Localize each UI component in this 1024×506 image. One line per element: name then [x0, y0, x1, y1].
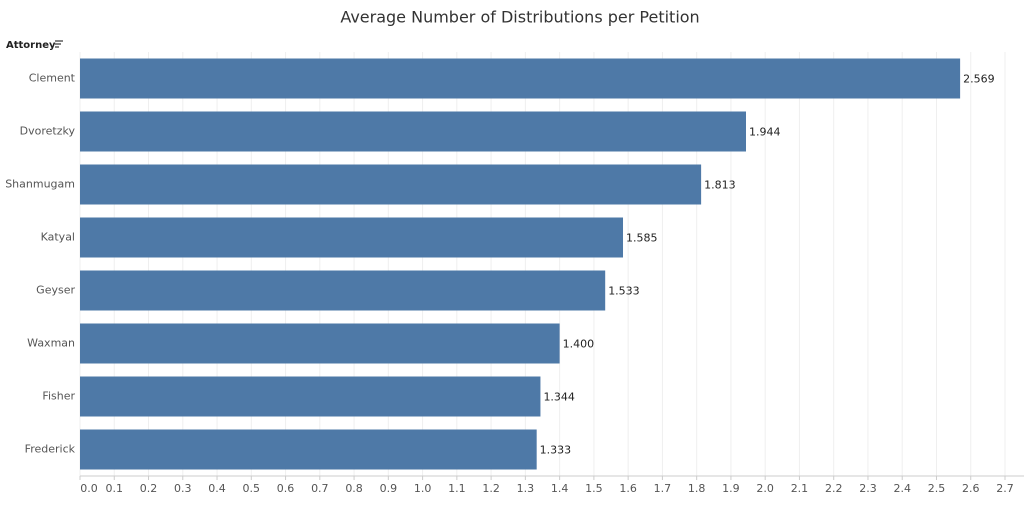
x-tick-label: 2.6: [962, 482, 980, 495]
bar: [80, 376, 541, 417]
bar: [80, 429, 537, 470]
x-tick-label: 0.1: [106, 482, 124, 495]
bar: [80, 164, 702, 205]
x-tick-label: 2.4: [893, 482, 911, 495]
y-tick-label: Fisher: [42, 390, 75, 403]
sort-icon[interactable]: [55, 40, 63, 48]
value-label: 1.533: [608, 285, 640, 298]
x-tick-label: 0.0: [80, 482, 98, 495]
x-tick-label: 2.2: [825, 482, 843, 495]
x-tick-label: 1.1: [448, 482, 466, 495]
bar: [80, 270, 606, 311]
y-tick-label: Waxman: [27, 337, 75, 350]
value-label: 1.585: [626, 232, 658, 245]
x-tick-label: 1.7: [654, 482, 672, 495]
x-tick-label: 0.5: [243, 482, 261, 495]
x-tick-label: 2.1: [791, 482, 809, 495]
bar: [80, 58, 961, 99]
x-tick-label: 2.0: [756, 482, 774, 495]
x-tick-label: 0.7: [311, 482, 329, 495]
x-tick-label: 1.0: [414, 482, 432, 495]
x-tick-label: 0.3: [174, 482, 192, 495]
x-tick-label: 0.8: [345, 482, 363, 495]
bar: [80, 323, 560, 364]
x-tick-label: 2.3: [859, 482, 877, 495]
x-tick-label: 1.9: [722, 482, 740, 495]
x-tick-label: 1.5: [585, 482, 603, 495]
x-tick-label: 2.5: [928, 482, 946, 495]
y-axis-label: Attorney: [6, 40, 56, 51]
value-label: 1.944: [749, 126, 781, 139]
x-tick-label: 0.9: [380, 482, 398, 495]
x-tick-label: 0.6: [277, 482, 295, 495]
value-label: 2.569: [963, 73, 995, 86]
value-label: 1.344: [543, 391, 575, 404]
chart-title: Average Number of Distributions per Peti…: [340, 8, 699, 27]
x-tick-label: 0.4: [208, 482, 226, 495]
y-tick-label: Katyal: [41, 231, 75, 244]
x-tick-label: 1.2: [482, 482, 500, 495]
x-tick-label: 1.6: [619, 482, 637, 495]
bar: [80, 217, 624, 258]
x-tick-label: 2.7: [996, 482, 1014, 495]
x-tick-label: 0.2: [140, 482, 158, 495]
value-label: 1.813: [704, 179, 736, 192]
y-tick-label: Shanmugam: [5, 178, 75, 191]
x-tick-label: 1.8: [688, 482, 706, 495]
y-tick-label: Geyser: [36, 284, 75, 297]
value-label: 1.333: [540, 444, 572, 457]
y-tick-label: Clement: [29, 72, 76, 85]
y-tick-label: Frederick: [25, 443, 76, 456]
x-tick-label: 1.4: [551, 482, 569, 495]
x-tick-label: 1.3: [517, 482, 535, 495]
bar: [80, 111, 746, 152]
value-label: 1.400: [563, 338, 595, 351]
y-tick-label: Dvoretzky: [20, 125, 76, 138]
